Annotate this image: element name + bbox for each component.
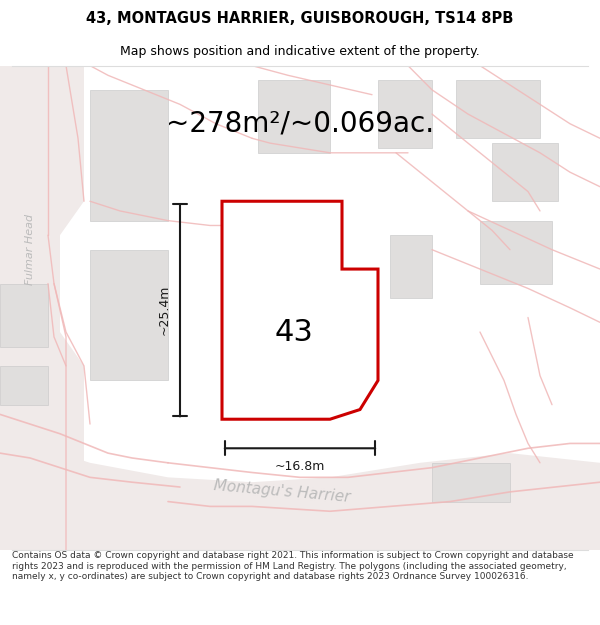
Polygon shape (90, 249, 168, 381)
Text: ~278m²/~0.069ac.: ~278m²/~0.069ac. (166, 110, 434, 138)
Text: Fulmar Head: Fulmar Head (25, 214, 35, 285)
Polygon shape (0, 366, 48, 405)
Text: ~16.8m: ~16.8m (275, 461, 325, 473)
Polygon shape (0, 284, 48, 346)
Polygon shape (456, 80, 540, 138)
Text: Montagu's Harrier: Montagu's Harrier (213, 478, 351, 506)
Polygon shape (492, 143, 558, 201)
Polygon shape (90, 90, 168, 221)
Polygon shape (390, 235, 432, 298)
Polygon shape (0, 66, 84, 550)
Text: Contains OS data © Crown copyright and database right 2021. This information is : Contains OS data © Crown copyright and d… (12, 551, 574, 581)
Polygon shape (258, 80, 330, 152)
Polygon shape (378, 80, 432, 148)
Text: 43, MONTAGUS HARRIER, GUISBOROUGH, TS14 8PB: 43, MONTAGUS HARRIER, GUISBOROUGH, TS14 … (86, 11, 514, 26)
Polygon shape (0, 424, 600, 550)
Polygon shape (432, 462, 510, 501)
Text: ~25.4m: ~25.4m (158, 285, 171, 336)
Polygon shape (480, 221, 552, 284)
Polygon shape (222, 201, 378, 419)
Text: Map shows position and indicative extent of the property.: Map shows position and indicative extent… (120, 45, 480, 58)
Text: 43: 43 (275, 318, 313, 346)
